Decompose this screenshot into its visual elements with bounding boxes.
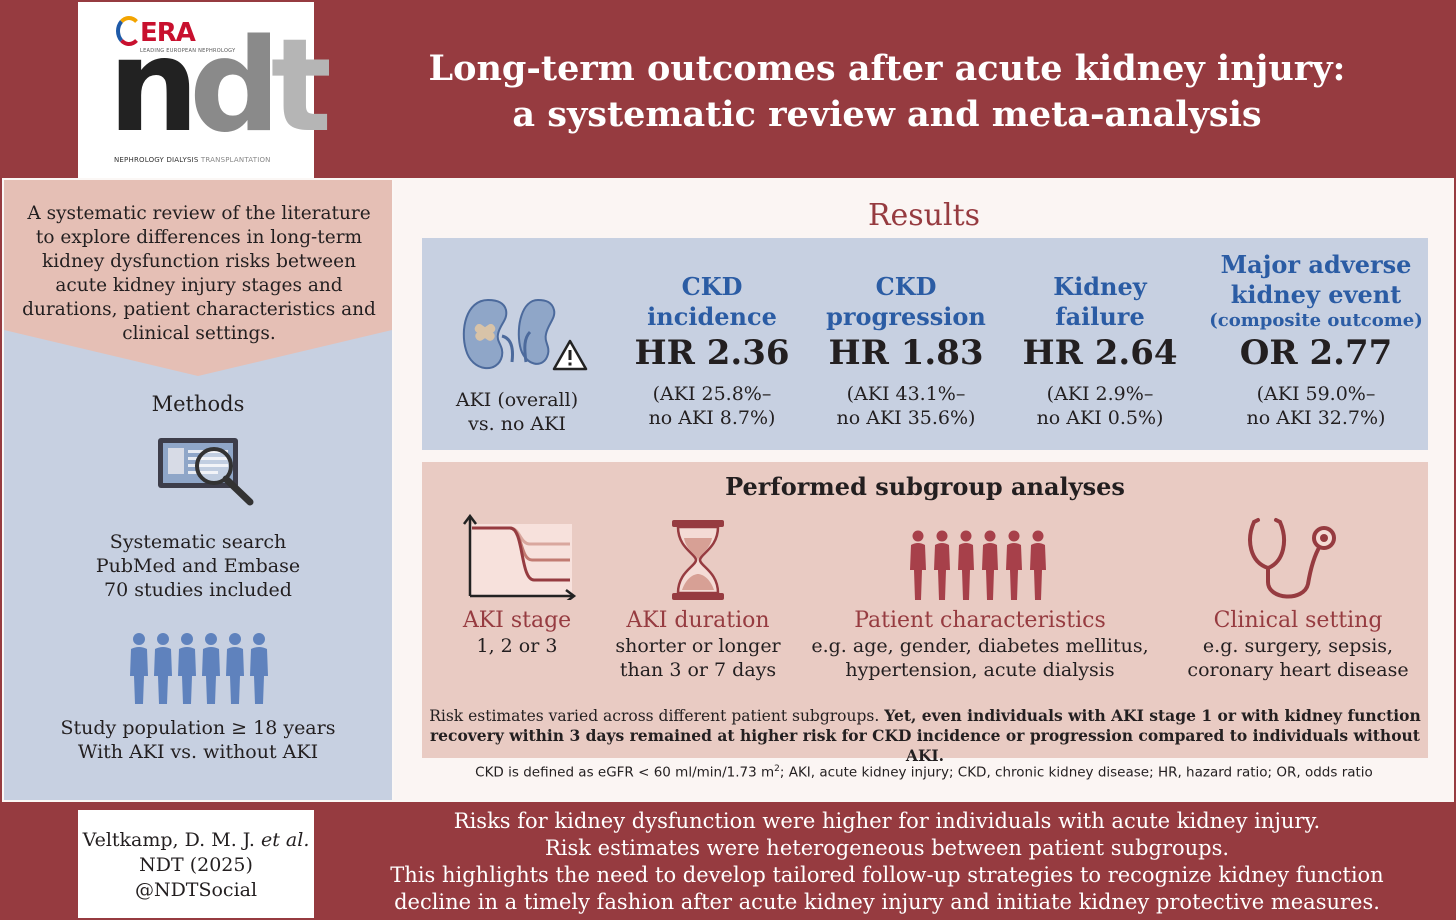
hourglass-icon bbox=[672, 520, 724, 600]
methods-heading: Methods bbox=[151, 392, 245, 416]
outcome-major-adverse-kidney-event: Major adverse kidney event (composite ou… bbox=[1206, 250, 1426, 430]
outcome-ckd-progression: CKD progression HR 1.83 (AKI 43.1%– no A… bbox=[816, 272, 996, 430]
subgroup-heading: Performed subgroup analyses bbox=[725, 472, 1125, 501]
conclusion-text: Risks for kidney dysfunction were higher… bbox=[390, 809, 1384, 914]
outcome-ckd-incidence: CKD incidence HR 2.36 (AKI 25.8%– no AKI… bbox=[622, 272, 802, 430]
right-panel: Results AKI (overall) vs. no AKI CKD bbox=[394, 180, 1454, 800]
journal-logo: ndt ERA LEADING EUROPEAN NEPHROLOGY NEPH… bbox=[78, 2, 332, 178]
era-ring-icon bbox=[116, 16, 142, 46]
ndt-logo-subtitle: NEPHROLOGY DIALYSIS TRANSPLANTATION bbox=[114, 156, 271, 164]
era-logo-subtitle: LEADING EUROPEAN NEPHROLOGY bbox=[140, 48, 236, 54]
outcome-value: HR 2.64 bbox=[1022, 333, 1178, 373]
subgroup-aki-duration: AKI duration shorter or longer than 3 or… bbox=[615, 608, 781, 681]
left-panel: A systematic review of the literature to… bbox=[4, 180, 392, 800]
comparison-label: AKI (overall) vs. no AKI bbox=[455, 389, 579, 435]
results-box: AKI (overall) vs. no AKI CKD incidence H… bbox=[422, 238, 1428, 450]
results-heading: Results bbox=[867, 198, 981, 233]
subgroup-patient-characteristics: Patient characteristics e.g. age, gender… bbox=[811, 608, 1149, 681]
subgroup-conclusion-note: Risk estimates varied across different p… bbox=[429, 706, 1421, 765]
stethoscope-icon bbox=[1248, 518, 1336, 599]
outcome-value: HR 1.83 bbox=[828, 333, 984, 373]
population-description: Study population ≥ 18 years With AKI vs.… bbox=[60, 717, 336, 763]
warning-icon bbox=[552, 339, 588, 371]
intro-banner bbox=[4, 180, 392, 376]
people-icon bbox=[130, 633, 268, 704]
era-logo-text: ERA bbox=[140, 18, 196, 48]
outcome-value: HR 2.36 bbox=[634, 333, 790, 373]
subgroup-box: Performed subgroup analyses AKI stage 1,… bbox=[422, 462, 1428, 765]
search-document-icon bbox=[158, 438, 254, 506]
search-description: Systematic search PubMed and Embase 70 s… bbox=[95, 531, 301, 601]
social-handle: @NDTSocial bbox=[134, 879, 258, 901]
outcome-kidney-failure: Kidney failure HR 2.64 (AKI 2.9%– no AKI… bbox=[1010, 272, 1190, 430]
people-icon bbox=[910, 530, 1046, 600]
graph-icon bbox=[463, 514, 577, 600]
intro-text: A systematic review of the literature to… bbox=[22, 203, 376, 344]
subgroup-aki-stage: AKI stage 1, 2 or 3 bbox=[462, 608, 572, 657]
page-title: Long-term outcomes after acute kidney in… bbox=[428, 48, 1346, 135]
outcome-value: OR 2.77 bbox=[1239, 333, 1393, 373]
header-banner: ndt ERA LEADING EUROPEAN NEPHROLOGY NEPH… bbox=[2, 2, 1454, 178]
subgroup-clinical-setting: Clinical setting e.g. surgery, sepsis, c… bbox=[1187, 608, 1409, 681]
abbreviation-footnote: CKD is defined as eGFR < 60 ml/min/1.73 … bbox=[475, 764, 1373, 781]
kidney-icon bbox=[462, 298, 556, 370]
citation-box: Veltkamp, D. M. J. et al. NDT (2025) @ND… bbox=[78, 810, 314, 918]
footer-banner: Veltkamp, D. M. J. et al. NDT (2025) @ND… bbox=[2, 802, 1454, 918]
ndt-logo-letters: ndt bbox=[108, 12, 332, 161]
